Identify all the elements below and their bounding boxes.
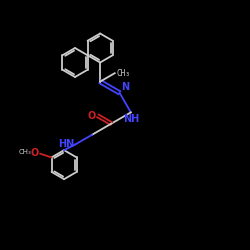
Text: CH₃: CH₃ (117, 69, 130, 78)
Text: O: O (88, 111, 96, 121)
Text: HN: HN (58, 140, 74, 149)
Text: NH: NH (123, 114, 139, 124)
Text: CH₃: CH₃ (19, 150, 32, 156)
Text: N: N (121, 82, 129, 92)
Text: O: O (31, 148, 39, 158)
